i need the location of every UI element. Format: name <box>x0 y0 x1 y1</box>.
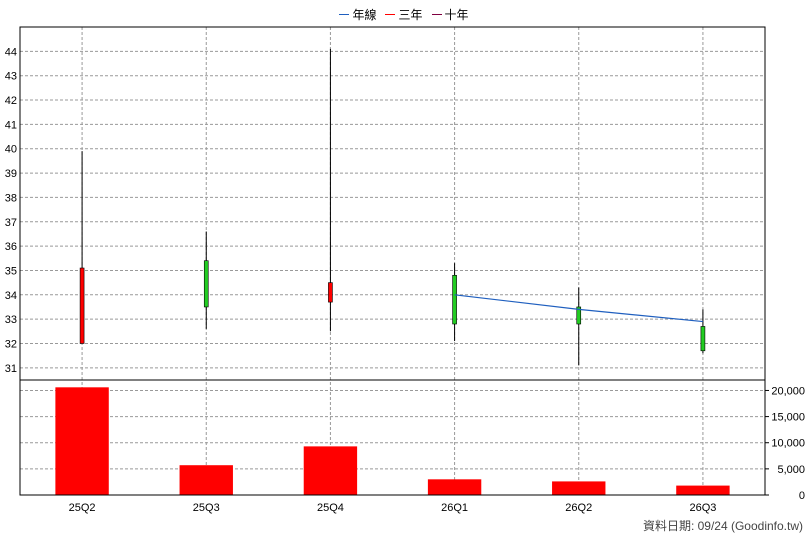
x-tick-label: 26Q3 <box>689 502 716 514</box>
legend-item-3y: 三年 <box>385 6 423 23</box>
candlesticks <box>79 48 706 366</box>
price-tick-label: 34 <box>5 290 17 302</box>
volume-bar <box>676 485 730 495</box>
volume-tick-label: 20,000 <box>771 385 805 397</box>
price-tick-label: 41 <box>5 119 17 131</box>
price-tick-label: 32 <box>5 338 17 350</box>
legend: 年線 三年 十年 <box>0 5 808 23</box>
annual-line-series <box>454 294 703 323</box>
volume-tick-label: 5,000 <box>777 464 805 476</box>
x-tick-label: 25Q3 <box>193 502 220 514</box>
legend-swatch-annual <box>339 13 350 15</box>
frame <box>19 26 769 496</box>
data-date-note: 資料日期: 09/24 (Goodinfo.tw) <box>642 519 803 533</box>
legend-label-10y: 十年 <box>444 7 469 22</box>
price-tick-label: 43 <box>5 71 17 83</box>
volume-bar <box>303 446 358 495</box>
price-tick-label: 38 <box>5 192 17 204</box>
volume-bar <box>552 481 606 495</box>
price-tick-label: 33 <box>5 314 17 326</box>
volume-bars <box>55 387 730 495</box>
plot-frame <box>19 26 766 496</box>
price-tick-label: 44 <box>5 46 17 58</box>
grid <box>20 27 765 495</box>
volume-bar <box>427 479 482 495</box>
legend-swatch-3y <box>385 13 396 15</box>
candle-body <box>700 326 706 352</box>
price-tick-label: 40 <box>5 144 17 156</box>
legend-label-3y: 三年 <box>398 7 423 22</box>
x-tick-label: 26Q2 <box>565 502 592 514</box>
price-tick-label: 31 <box>5 363 17 375</box>
volume-tick-label: 10,000 <box>771 438 805 450</box>
annual-line <box>454 294 703 323</box>
legend-item-annual: 年線 <box>339 6 376 23</box>
price-tick-label: 35 <box>5 265 17 277</box>
x-tick-label: 26Q1 <box>441 502 468 514</box>
legend-swatch-10y <box>431 13 442 15</box>
volume-tick-label: 15,000 <box>771 412 805 424</box>
legend-label-annual: 年線 <box>352 7 377 22</box>
price-tick-label: 39 <box>5 168 17 180</box>
x-tick-label: 25Q4 <box>317 502 344 514</box>
candle-body <box>452 275 457 325</box>
price-tick-label: 36 <box>5 241 17 253</box>
candle-body <box>203 260 209 308</box>
axis-labels: 25Q2 25Q3 25Q4 26Q1 26Q2 26Q3 31 32 33 34 35 36 37 38… <box>5 46 805 514</box>
volume-tick-label: 0 <box>799 490 805 502</box>
volume-bar <box>179 465 233 495</box>
candle-body <box>328 282 333 303</box>
legend-item-10y: 十年 <box>431 6 469 23</box>
candle-body <box>79 267 85 344</box>
candle-body <box>576 306 582 325</box>
x-tick-label: 25Q2 <box>69 502 96 514</box>
volume-bar <box>55 387 109 495</box>
price-tick-label: 37 <box>5 217 17 229</box>
price-tick-label: 42 <box>5 95 17 107</box>
